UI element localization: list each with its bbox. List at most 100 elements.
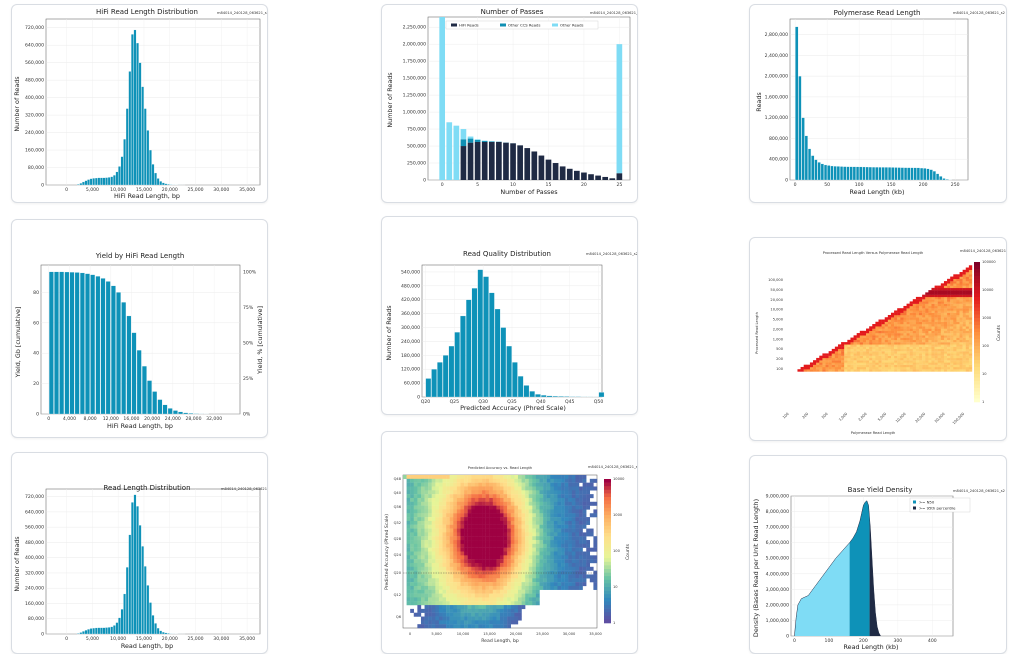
heat-acc-cell <box>446 620 450 624</box>
heat-acc-cell <box>457 574 461 578</box>
heat-acc-cell <box>468 521 472 525</box>
heat-pol-cell <box>860 347 863 349</box>
yield-xtick-label: 8,000 <box>84 416 97 422</box>
heat-acc-cell <box>414 544 418 548</box>
heat-acc-cell <box>443 506 447 510</box>
heat-pol-cell <box>872 358 875 360</box>
heat-pol-cell <box>922 315 925 317</box>
heat-pol-cell <box>950 367 953 369</box>
heat-acc-cell <box>478 536 482 540</box>
heat-acc-cell <box>511 609 515 613</box>
heat-acc-cell <box>575 552 579 556</box>
heat-acc-cell <box>565 555 569 559</box>
heat-acc-cell <box>468 574 472 578</box>
heat-acc-cell <box>428 532 432 536</box>
heat-acc-cell <box>443 605 447 609</box>
polymerase-bar <box>795 27 798 180</box>
heat-pol-cell <box>857 342 860 344</box>
heat-acc-cell <box>543 521 547 525</box>
heat-acc-cell <box>486 597 490 601</box>
heat-acc-cell <box>557 498 561 502</box>
heat-acc-cell <box>407 574 411 578</box>
heat-acc-cell <box>540 529 544 533</box>
heat-pol-cell <box>910 353 913 355</box>
heat-pol-cell <box>866 342 869 344</box>
heat-acc-cell <box>464 609 468 613</box>
polymerase-xtick-label: 0 <box>794 182 797 188</box>
heat-pol-cell <box>941 297 944 299</box>
heat-pol-cell <box>928 356 931 358</box>
heat-pol-cell <box>963 295 966 297</box>
passes-run-id: m84014_240128_063621_s2 <box>590 11 637 15</box>
heat-pol-cell <box>953 356 956 358</box>
heat-pol-cell <box>938 308 941 310</box>
heat-acc-cell <box>482 479 486 483</box>
heat-pol-cell <box>928 369 931 371</box>
heat-pol-cell <box>966 268 969 270</box>
heat-acc-cell <box>410 532 414 536</box>
heat-pol-cell <box>919 353 922 355</box>
heat-acc-cell <box>475 490 479 494</box>
heat-acc-cell <box>450 582 454 586</box>
heat-acc-cell <box>493 529 497 533</box>
heat-pol-cell <box>960 304 963 306</box>
heat-acc-cell <box>421 486 425 490</box>
heat-acc-cell <box>522 498 526 502</box>
heat-acc-cell <box>460 475 464 479</box>
heat-acc-colorbar-step <box>604 522 611 526</box>
heat-pol-cell <box>931 292 934 294</box>
heat-pol-cell <box>888 349 891 351</box>
heat-acc-cell <box>468 617 472 621</box>
polymerase-ylabel: Reads <box>755 92 763 112</box>
heat-pol-cell <box>956 358 959 360</box>
heat-acc-cell <box>590 513 594 517</box>
heat-acc-cell <box>414 517 418 521</box>
heat-pol-cell <box>950 324 953 326</box>
heat-pol-cell <box>950 315 953 317</box>
quality-bar <box>558 396 563 397</box>
heat-acc-cell <box>457 513 461 517</box>
heat-acc-cell <box>543 490 547 494</box>
heat-pol-cell <box>903 315 906 317</box>
heat-pol-cell <box>941 299 944 301</box>
heat-acc-cell <box>511 567 515 571</box>
heat-pol-cell <box>925 310 928 312</box>
heat-acc-cell <box>421 555 425 559</box>
heat-acc-cell <box>457 605 461 609</box>
quality-title: Read Quality Distribution <box>463 250 551 258</box>
heat-acc-cell <box>561 540 565 544</box>
heat-pol-cell <box>966 340 969 342</box>
heat-acc-cell <box>590 567 594 571</box>
heat-acc-cell <box>428 559 432 563</box>
heat-pol-cell <box>813 365 816 367</box>
heat-pol-colorbar-step <box>974 301 980 305</box>
heat-pol-cell <box>960 290 963 292</box>
heat-acc-cell <box>561 502 565 506</box>
heat-acc-cell <box>550 483 554 487</box>
heat-pol-cell <box>854 360 857 362</box>
heat-acc-cell <box>504 605 508 609</box>
hifi-length-ytick-label: 240,000 <box>25 130 44 136</box>
polymerase-ytick-label: 2,800,000 <box>765 32 788 38</box>
heat-pol-cell <box>897 317 900 319</box>
heat-acc-cell <box>500 563 504 567</box>
heat-pol-cell <box>863 340 866 342</box>
heat-acc-cell <box>439 513 443 517</box>
heat-pol-cell <box>941 308 944 310</box>
heat-acc-cell <box>547 490 551 494</box>
heat-acc-cell <box>471 513 475 517</box>
heat-acc-cell <box>457 525 461 529</box>
heat-pol-cell <box>966 326 969 328</box>
heat-acc-cell <box>417 571 421 575</box>
heat-acc-cell <box>540 483 544 487</box>
heat-pol-cell <box>882 320 885 322</box>
heat-pol-cell <box>872 347 875 349</box>
heat-acc-cell <box>453 517 457 521</box>
polymerase-bar <box>907 168 910 180</box>
heat-pol-cell <box>900 320 903 322</box>
heat-acc-cell <box>428 567 432 571</box>
heat-pol-cell <box>891 322 894 324</box>
heat-acc-cell <box>439 582 443 586</box>
heat-pol-cell <box>938 342 941 344</box>
hifi-length-bar <box>154 173 156 185</box>
